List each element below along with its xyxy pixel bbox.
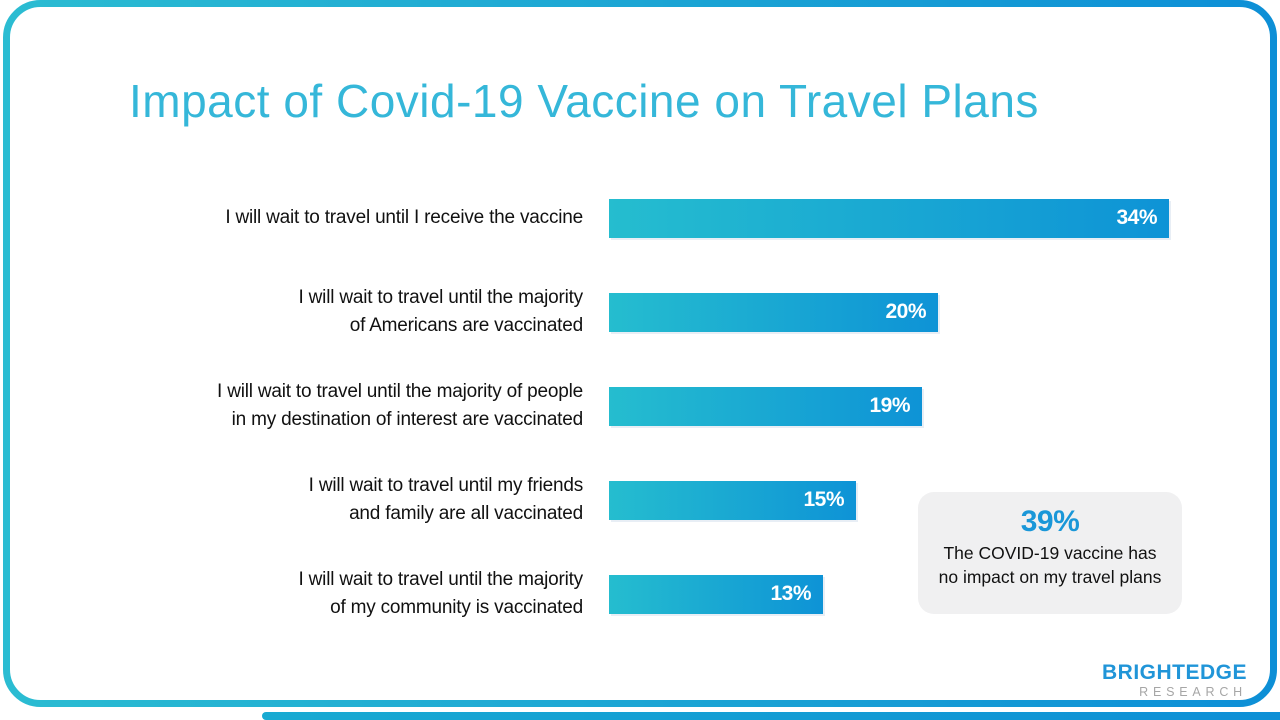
callout-value: 39% — [1020, 505, 1080, 538]
bar: 20% — [609, 292, 938, 332]
logo-subtitle: RESEARCH — [1139, 685, 1247, 699]
bar-category-label: I will wait to travel until I receive th… — [225, 207, 583, 229]
bar-value-label: 19% — [869, 394, 910, 417]
bar-value-label: 34% — [1116, 206, 1157, 229]
bar-row: I will wait to travel until the majority… — [130, 265, 1190, 359]
bar: 15% — [609, 480, 856, 520]
callout-text: The COVID-19 vaccine has no impact on my… — [938, 543, 1162, 587]
bar: 34% — [609, 198, 1169, 238]
bar-row: I will wait to travel until my friends a… — [130, 453, 1190, 547]
bar-value-label: 20% — [885, 300, 926, 323]
callout-card: 39% The COVID-19 vaccine has no impact o… — [918, 492, 1182, 614]
bottom-accent-bar — [262, 712, 1280, 720]
bar: 13% — [609, 574, 823, 614]
bar-row: I will wait to travel until the majority… — [130, 359, 1190, 453]
bar-category-label: I will wait to travel until my friends a… — [308, 475, 584, 524]
logo-name: BRIGHTEDGE — [1101, 661, 1247, 684]
bar-value-label: 15% — [803, 488, 844, 511]
bar-row: I will wait to travel until the majority… — [130, 547, 1190, 641]
bar-category-label: I will wait to travel until the majority… — [298, 287, 584, 336]
bar-category-label: I will wait to travel until the majority… — [298, 569, 584, 618]
bar-value-label: 13% — [770, 582, 811, 605]
bar-category-label: I will wait to travel until the majority… — [217, 381, 583, 430]
bar-chart: I will wait to travel until I receive th… — [130, 171, 1190, 641]
bar: 19% — [609, 386, 922, 426]
page-title: Impact of Covid-19 Vaccine on Travel Pla… — [129, 75, 1039, 127]
brightedge-logo: BRIGHTEDGE RESEARCH — [1102, 662, 1247, 699]
bar-row: I will wait to travel until I receive th… — [130, 171, 1190, 265]
